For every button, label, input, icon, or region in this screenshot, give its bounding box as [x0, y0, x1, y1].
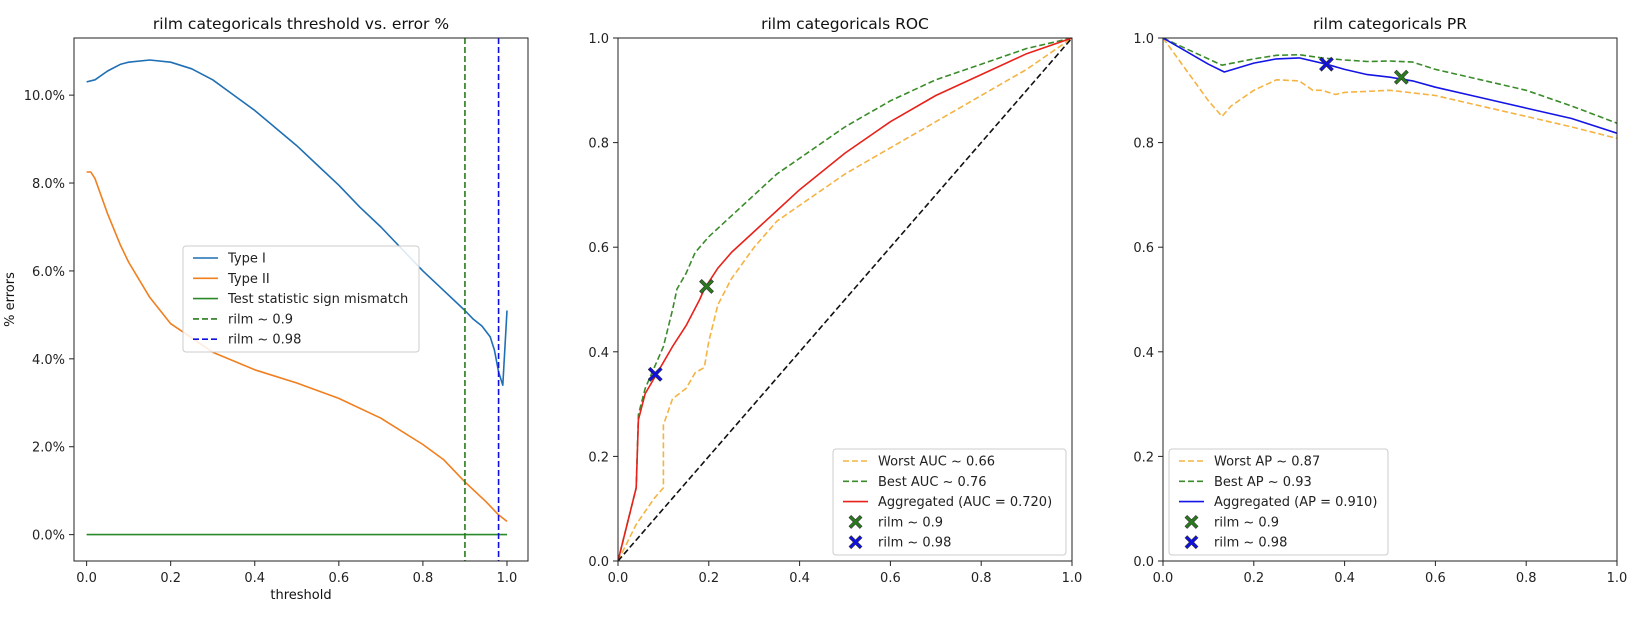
x-tick-label: 0.6 — [880, 571, 901, 586]
legend-box — [182, 245, 420, 353]
x-tick-label: 1.0 — [1062, 571, 1083, 586]
y-tick-label: 0.0 — [1133, 555, 1154, 570]
y-tick-label: 2.0% — [32, 441, 65, 456]
x-tick-label: 0.0 — [76, 571, 97, 586]
series-line-2 — [1163, 38, 1617, 134]
x-tick-label: 1.0 — [1607, 571, 1628, 586]
legend: Worst AUC ~ 0.66 Best AUC ~ 0.76 Aggregate… — [832, 448, 1067, 556]
legend-label: rilm ~ 0.98 — [228, 333, 301, 348]
legend-label: rilm ~ 0.9 — [878, 515, 943, 530]
series-line-3 — [618, 38, 1072, 561]
legend-marker-icon — [1184, 535, 1199, 550]
legend-label: Type II — [227, 272, 270, 287]
x-tick-label: 0.8 — [971, 571, 992, 586]
x-tick-label: 0.2 — [1243, 571, 1264, 586]
y-tick-label: 0.6 — [1133, 241, 1154, 256]
legend-label: Aggregated (AUC = 0.720) — [878, 495, 1052, 510]
data-point-marker-5 — [647, 366, 663, 382]
y-tick-label: 0.4 — [1133, 346, 1154, 361]
x-tick-label: 0.0 — [1153, 571, 1174, 586]
y-tick-label: 0.0 — [588, 555, 609, 570]
plot-area — [86, 38, 508, 561]
x-tick-label: 0.0 — [608, 571, 629, 586]
data-point-marker-4 — [699, 279, 714, 294]
y-tick-label: 0.0% — [32, 529, 65, 544]
plot-area — [1163, 38, 1617, 140]
y-tick-label: 0.8 — [1133, 137, 1154, 152]
legend: Type I Type II Test statistic sign mismatc… — [182, 245, 420, 353]
legend-label: rilm ~ 0.9 — [228, 312, 293, 327]
x-tick-label: 1.0 — [497, 571, 518, 586]
x-tick-label: 0.6 — [1425, 571, 1446, 586]
series-line-0 — [86, 59, 508, 387]
axes-frame — [73, 37, 529, 562]
legend-label: Test statistic sign mismatch — [227, 292, 408, 307]
legend-label: Worst AP ~ 0.87 — [1214, 455, 1320, 470]
legend-label: rilm ~ 0.98 — [1214, 536, 1287, 551]
y-tick-label: 6.0% — [32, 265, 65, 280]
chart-panel-1: rilm categoricals threshold vs. error % t… — [3, 15, 529, 603]
series-line-2 — [618, 38, 1072, 561]
chart-title: rilm categoricals PR — [1313, 15, 1467, 33]
series-line-0 — [1163, 38, 1617, 140]
x-tick-label: 0.4 — [244, 571, 265, 586]
legend-label: rilm ~ 0.9 — [1214, 515, 1279, 530]
chart-panel-2: rilm categoricals ROC 0.0 0.2 0.4 0.6 0.8 1.0 0… — [588, 15, 1082, 586]
legend-label: Worst AUC ~ 0.66 — [878, 455, 995, 470]
series-line-1 — [1163, 38, 1617, 124]
y-tick-label: 0.2 — [1133, 450, 1154, 465]
x-axis-label: threshold — [270, 588, 331, 603]
y-tick-label: 0.6 — [588, 241, 609, 256]
y-tick-label: 0.4 — [588, 346, 609, 361]
plot-area — [618, 38, 1072, 561]
series-line-0 — [618, 38, 1072, 561]
chart-panel-3: rilm categoricals PR 0.0 0.2 0.4 0.6 0.8 1.0 0.… — [1133, 15, 1627, 586]
chart-title: rilm categoricals ROC — [761, 15, 929, 33]
y-tick-label: 0.2 — [588, 450, 609, 465]
legend-marker-icon — [848, 535, 863, 550]
legend-label: Type I — [227, 252, 266, 267]
axes-frame — [617, 37, 1073, 562]
x-tick-label: 0.4 — [789, 571, 810, 586]
legend-marker-icon — [1184, 514, 1199, 529]
data-point-marker-3 — [1393, 69, 1409, 85]
legend-label: Best AUC ~ 0.76 — [878, 475, 987, 490]
x-tick-label: 0.6 — [328, 571, 349, 586]
legend-box — [832, 448, 1067, 556]
x-tick-label: 0.2 — [160, 571, 181, 586]
data-point-marker-4 — [1319, 56, 1334, 72]
legend-label: rilm ~ 0.98 — [878, 536, 951, 551]
x-tick-label: 0.2 — [698, 571, 719, 586]
legend-label: Best AP ~ 0.93 — [1214, 475, 1312, 490]
y-tick-label: 1.0 — [588, 32, 609, 47]
y-tick-label: 4.0% — [32, 353, 65, 368]
y-tick-label: 1.0 — [1133, 32, 1154, 47]
y-axis-label: % errors — [3, 272, 18, 327]
legend: Worst AP ~ 0.87 Best AP ~ 0.93 Aggregated … — [1168, 448, 1389, 556]
y-tick-label: 8.0% — [32, 177, 65, 192]
x-tick-label: 0.8 — [1516, 571, 1537, 586]
x-tick-label: 0.8 — [413, 571, 434, 586]
x-tick-label: 0.4 — [1334, 571, 1355, 586]
axes-frame — [1162, 37, 1618, 562]
y-tick-label: 0.8 — [588, 137, 609, 152]
y-tick-label: 10.0% — [24, 89, 65, 104]
series-line-1 — [618, 38, 1072, 561]
legend-label: Aggregated (AP = 0.910) — [1214, 495, 1377, 510]
legend-box — [1168, 448, 1389, 556]
legend-marker-icon — [848, 514, 863, 529]
chart-title: rilm categoricals threshold vs. error % — [153, 15, 449, 33]
